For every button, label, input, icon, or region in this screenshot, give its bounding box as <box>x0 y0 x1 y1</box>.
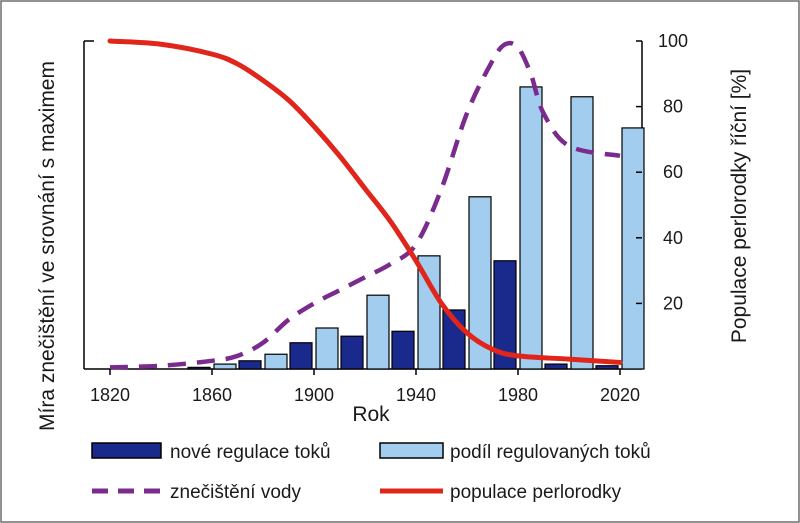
x-tick-label: 1940 <box>396 385 436 405</box>
bar-regulated-share <box>621 127 645 370</box>
x-tick-label: 1980 <box>498 385 538 405</box>
legend-swatch-new-regulation <box>91 442 162 459</box>
line-mussel-population <box>107 38 623 365</box>
bar-new-regulation <box>340 335 364 370</box>
bar-regulated-share <box>570 96 594 370</box>
legend: nové regulace toků podíl regulovaných to… <box>91 442 651 503</box>
bar-regulated-share <box>366 294 390 370</box>
x-ticks: 1820 1860 1900 1940 1980 2020 <box>90 369 640 405</box>
bar-new-regulation <box>391 330 415 370</box>
legend-label-pollution: znečištění vody <box>170 482 301 503</box>
bar-new-regulation <box>289 342 313 370</box>
x-tick-label: 1900 <box>294 385 334 405</box>
bars-layer <box>187 86 645 370</box>
bar-regulated-share <box>519 86 543 370</box>
bar-new-regulation <box>187 366 211 370</box>
y-tick-label: 60 <box>663 162 683 182</box>
y-tick-label: 80 <box>663 97 683 117</box>
legend-label-regulated-share: podíl regulovaných toků <box>450 442 651 463</box>
x-axis-title: Rok <box>352 403 390 426</box>
bar-regulated-share <box>315 327 339 370</box>
bar-new-regulation <box>238 360 262 370</box>
bar-regulated-share <box>468 196 492 370</box>
legend-swatch-regulated-share <box>379 442 444 459</box>
bar-regulated-share <box>417 255 441 370</box>
x-tick-label: 2020 <box>600 385 640 405</box>
y-ticks: 20 40 60 80 100 <box>636 31 688 313</box>
legend-label-new-regulation: nové regulace toků <box>170 442 331 463</box>
bar-regulated-share <box>213 363 237 370</box>
right-axis-title: Populace perlorodky říční [%] <box>728 69 751 343</box>
lines-layer <box>107 38 623 370</box>
bar-new-regulation <box>595 365 619 370</box>
legend-label-mussel: populace perlorodky <box>450 482 622 503</box>
x-tick-label: 1860 <box>192 385 232 405</box>
x-tick-label: 1820 <box>90 385 130 405</box>
bar-regulated-share <box>264 353 288 370</box>
y-tick-label: 100 <box>658 31 688 51</box>
left-axis-title: Míra znečištění ve srovnání s maximem <box>36 61 59 431</box>
y-tick-label: 20 <box>663 293 683 313</box>
bar-new-regulation <box>544 363 568 370</box>
bar-new-regulation <box>493 260 517 370</box>
line-pollution <box>109 40 621 370</box>
y-tick-label: 40 <box>663 228 683 248</box>
